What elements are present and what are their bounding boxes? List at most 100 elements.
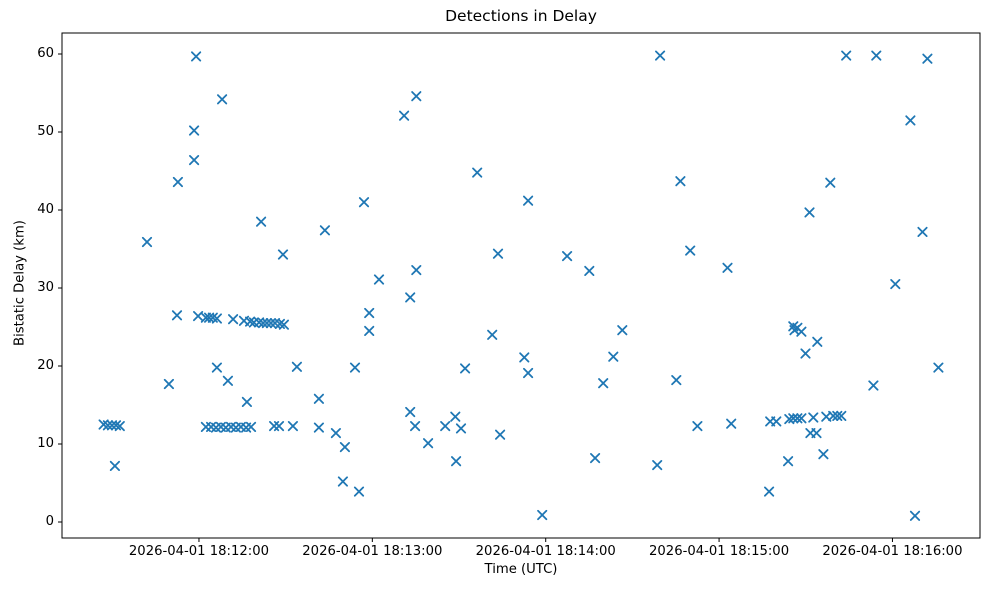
scatter-point	[405, 292, 416, 303]
scatter-point	[868, 380, 879, 391]
scatter-point	[265, 318, 276, 329]
scatter-point	[492, 248, 504, 259]
scatter-point	[319, 225, 330, 236]
scatter-point	[764, 486, 775, 497]
scatter-point	[933, 362, 944, 373]
scatter-point	[811, 428, 822, 439]
scatter-point	[487, 329, 498, 340]
scatter-point	[692, 421, 703, 432]
scatter-point	[792, 413, 803, 424]
y-tick-label: 40	[37, 202, 54, 218]
scatter-point	[909, 510, 921, 521]
scatter-point	[106, 420, 118, 431]
scatter-point	[832, 410, 843, 421]
scatter-point	[537, 509, 548, 521]
scatter-point	[287, 421, 298, 432]
scatter-point	[828, 410, 839, 421]
scatter-point	[423, 438, 434, 449]
plot-border	[61, 32, 981, 539]
scatter-point	[163, 378, 174, 390]
scatter-point	[440, 421, 451, 432]
y-tick-label: 10	[37, 436, 54, 452]
scatter-point	[358, 197, 370, 208]
scatter-point	[189, 155, 200, 166]
x-tick-label: 2026-04-01 18:12:00	[128, 544, 269, 559]
scatter-point	[726, 418, 737, 429]
scatter-point	[890, 279, 901, 290]
scatter-point	[364, 325, 375, 336]
scatter-point	[200, 312, 211, 323]
scatter-point	[796, 413, 807, 424]
scatter-point	[917, 226, 928, 237]
scatter-point	[171, 310, 183, 321]
scatter-point	[330, 428, 341, 439]
scatter-point	[796, 326, 807, 337]
y-tick-label: 60	[37, 46, 54, 62]
scatter-point	[258, 318, 269, 329]
y-tick-label: 20	[37, 358, 54, 374]
scatter-point	[291, 361, 302, 372]
scatter-point	[460, 363, 471, 374]
scatter-point	[211, 313, 222, 324]
scatter-point	[584, 265, 595, 276]
scatter-point	[399, 110, 410, 121]
scatter-point	[255, 216, 267, 227]
scatter-point	[141, 236, 153, 248]
x-tick-label: 2026-04-01 18:13:00	[302, 544, 443, 559]
scatter-point	[353, 486, 365, 497]
scatter-point	[277, 249, 289, 260]
scatter-point	[102, 420, 113, 431]
scatter-point	[871, 50, 882, 61]
scatter-point	[228, 314, 239, 325]
scatter-point	[617, 325, 628, 336]
scatter-point	[411, 265, 422, 276]
scatter-point	[655, 50, 666, 61]
scatter-point	[455, 423, 467, 434]
scatter-point	[523, 367, 534, 379]
scatter-point	[373, 274, 385, 285]
x-axis-label: Time (UTC)	[484, 562, 558, 577]
scatter-point	[337, 476, 348, 487]
scatter-point	[922, 53, 933, 64]
scatter-point	[109, 460, 120, 471]
chart-title: Detections in Delay	[445, 7, 597, 25]
scatter-point	[771, 416, 782, 427]
scatter-point	[841, 50, 852, 61]
scatter-point	[241, 396, 252, 407]
scatter-point	[364, 307, 375, 319]
scatter-point	[788, 413, 799, 424]
scatter-points-group	[98, 50, 944, 521]
scatter-point	[313, 393, 324, 404]
y-tick-label: 30	[37, 280, 54, 296]
scatter-point	[598, 378, 609, 389]
scatter-point	[114, 421, 125, 432]
x-tick-label: 2026-04-01 18:16:00	[822, 544, 963, 559]
scatter-point	[812, 336, 823, 347]
scatter-point	[722, 262, 733, 273]
scatter-point	[608, 351, 619, 362]
scatter-point	[261, 318, 272, 329]
scatter-point	[800, 348, 811, 359]
scatter-point	[191, 51, 202, 62]
scatter-point	[519, 352, 530, 363]
scatter-point	[411, 91, 422, 102]
scatter-point	[652, 460, 663, 471]
scatter-point	[671, 375, 682, 386]
y-tick-label: 50	[37, 124, 54, 140]
x-tick-label: 2026-04-01 18:14:00	[475, 544, 616, 559]
scatter-point	[818, 449, 829, 460]
scatter-point	[675, 176, 686, 187]
scatter-point	[222, 375, 233, 386]
scatter-point	[450, 411, 461, 422]
scatter-point	[472, 167, 483, 178]
scatter-point	[523, 195, 534, 206]
scatter-point	[339, 442, 350, 453]
scatter-point	[451, 456, 462, 467]
scatter-point	[172, 176, 183, 188]
scatter-point	[808, 412, 819, 423]
scatter-point	[495, 429, 506, 440]
scatter-point	[590, 453, 601, 464]
scatter-point	[836, 410, 847, 421]
